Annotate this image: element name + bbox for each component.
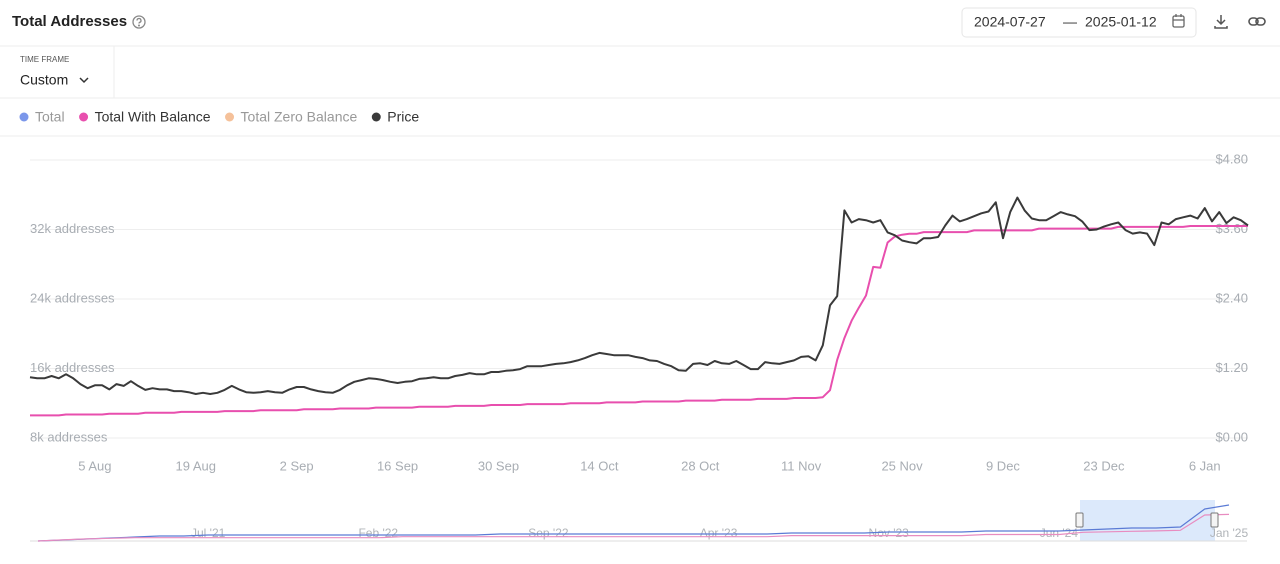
x-tick-label: 28 Oct — [681, 458, 720, 473]
navigator-label: Jul '21 — [191, 526, 226, 540]
series-line — [29, 196, 1249, 395]
navigator-label: Jun '24 — [1040, 526, 1079, 540]
title: Total Addresses — [12, 13, 127, 30]
legend-label[interactable]: Total Zero Balance — [241, 109, 358, 125]
y-tick-label: 24k addresses — [30, 290, 115, 305]
series-line — [30, 225, 1248, 417]
navigator-label: Nov '23 — [869, 526, 910, 540]
y-tick-label: 8k addresses — [30, 429, 108, 444]
series-line — [37, 513, 1230, 542]
y2-tick-label: $1.20 — [1215, 360, 1248, 375]
x-tick-label: 30 Sep — [478, 458, 519, 473]
date-range[interactable] — [961, 7, 1197, 38]
chevron[interactable] — [79, 77, 89, 84]
link-icon[interactable] — [1248, 17, 1266, 26]
y2-tick-label: $4.80 — [1215, 151, 1248, 166]
x-tick-label: 2 Sep — [280, 458, 314, 473]
x-tick-label: 19 Aug — [176, 458, 217, 473]
date-separator: — — [1063, 14, 1077, 30]
legend-dot — [79, 112, 89, 122]
x-tick-label: 5 Aug — [78, 458, 111, 473]
x-tick-label: 23 Dec — [1083, 458, 1125, 473]
y-tick-label: 32k addresses — [30, 221, 115, 236]
legend-label[interactable]: Total — [35, 109, 65, 125]
legend-dot — [19, 112, 29, 122]
y2-tick-label: $2.40 — [1215, 290, 1248, 305]
navigator: Jul '21 Feb '22 Sep '22 Apr '23 Nov '23 Jun '… — [37, 504, 1249, 542]
date-to: 2025-01-12 — [1085, 14, 1157, 30]
plot — [29, 196, 1249, 417]
navigator-label: Apr '23 — [700, 526, 738, 540]
legend-dot — [371, 112, 381, 122]
download-icon[interactable] — [1214, 15, 1228, 29]
navigator-label: Jan '25 — [1210, 526, 1249, 540]
x-tick-label: 25 Nov — [881, 458, 923, 473]
x-tick-label: 14 Oct — [580, 458, 619, 473]
navigator-label: Feb '22 — [358, 526, 398, 540]
x-tick-label: 11 Nov — [781, 458, 822, 473]
x-tick-label: 9 Dec — [986, 458, 1020, 473]
legend-label[interactable]: Total With Balance — [95, 109, 211, 125]
x-tick-label: 16 Sep — [377, 458, 418, 473]
navigator-handle[interactable] — [1075, 512, 1084, 528]
help-icon[interactable] — [132, 15, 146, 29]
series-line — [37, 504, 1230, 542]
date-from: 2024-07-27 — [974, 14, 1046, 30]
calendar-icon[interactable] — [1172, 14, 1185, 28]
navigator-label: Sep '22 — [528, 526, 569, 540]
x-tick-label: 6 Jan — [1189, 458, 1221, 473]
legend: Total Total With Balance Total Zero Balanc… — [19, 109, 419, 125]
legend-dot — [225, 112, 235, 122]
y-tick-label: 16k addresses — [30, 360, 115, 375]
timeframe-label: TIME FRAME — [20, 55, 69, 64]
timeframe-value[interactable]: Custom — [20, 72, 68, 88]
legend-label[interactable]: Price — [387, 109, 419, 125]
grid: $0.00 $1.20 $2.40 $3.60 $4.80 8k addresses 16k… — [30, 151, 1248, 473]
navigator-selection[interactable] — [1080, 500, 1215, 541]
navigator-handle[interactable] — [1210, 512, 1219, 528]
y2-tick-label: $0.00 — [1215, 429, 1248, 444]
y2-tick-label: $3.60 — [1215, 221, 1248, 236]
